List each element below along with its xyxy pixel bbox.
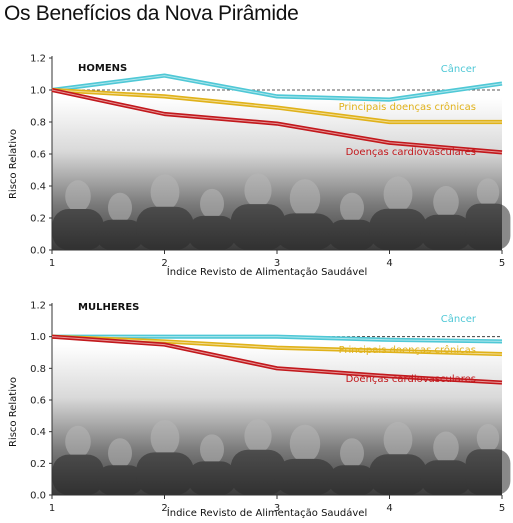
y-tick-label: 0.6	[30, 396, 46, 407]
y-tick-label: 1.0	[30, 86, 46, 97]
x-tick-label: 4	[386, 258, 392, 269]
y-axis-label: Risco Relativo	[8, 377, 19, 447]
y-tick-label: 1.2	[30, 301, 46, 312]
y-tick-label: 0.8	[30, 364, 46, 375]
series-cronicas: Principais doenças crônicas	[51, 87, 503, 125]
series-cancer: Câncer	[51, 313, 503, 344]
y-axis-label: Risco Relativo	[8, 129, 19, 199]
y-tick-label: 1.0	[30, 332, 46, 343]
y-tick-label: 0.2	[30, 214, 46, 225]
panel-label: MULHERES	[78, 302, 139, 313]
series-label-cancer: Câncer	[441, 313, 477, 325]
crowd-silhouettes	[52, 419, 511, 495]
y-tick-label: 0.8	[30, 118, 46, 129]
x-tick-label: 2	[161, 258, 167, 269]
y-tick-label: 0.2	[30, 459, 46, 470]
chart-mulheres: 0.0 0.2 0.4 0.6 0.8 1.0 1.2 1 2 3 4 5 Câncer Principa…	[8, 301, 511, 519]
series-cronicas: Principais doenças crônicas	[51, 334, 503, 357]
series-label-cardio: Doenças cardiovasculares	[346, 374, 476, 385]
crowd-silhouettes	[52, 173, 511, 250]
x-tick-label: 1	[49, 258, 55, 269]
series-label-cronicas: Principais doenças crônicas	[339, 344, 476, 356]
series-label-cardio: Doenças cardiovasculares	[346, 147, 476, 158]
x-tick-label: 3	[274, 258, 280, 269]
x-tick-label: 2	[161, 503, 167, 514]
y-tick-label: 0.4	[30, 427, 46, 438]
series-cardio: Doenças cardiovasculares	[51, 87, 503, 158]
page-title: Os Benefícios da Nova Pirâmide	[4, 2, 299, 25]
x-tick-label: 5	[499, 258, 505, 269]
x-tick-label: 4	[386, 503, 392, 514]
y-tick-label: 0.4	[30, 182, 46, 193]
x-axis-label: Índice Revisto de Alimentação Saudável	[167, 265, 367, 278]
series-label-cronicas: Principais doenças crônicas	[339, 101, 476, 113]
y-tick-label: 0.0	[30, 246, 46, 257]
series-line-highlight	[51, 75, 503, 101]
x-tick-label: 5	[499, 503, 505, 514]
y-tick-label: 0.0	[30, 491, 46, 502]
series-label-cancer: Câncer	[441, 63, 477, 75]
y-tick-label: 0.6	[30, 150, 46, 161]
series-cancer: Câncer	[51, 63, 503, 102]
x-axis-label: Índice Revisto de Alimentação Saudável	[167, 506, 367, 519]
x-tick-label: 3	[274, 503, 280, 514]
series-cardio: Doenças cardiovasculares	[51, 334, 503, 385]
y-tick-label: 1.2	[30, 54, 46, 65]
chart-homens: 0.0 0.2 0.4 0.6 0.8 1.0 1.2 1 2 3 4 5 Câncer Principa…	[8, 54, 511, 278]
panel-label: HOMENS	[78, 63, 127, 74]
x-tick-label: 1	[49, 503, 55, 514]
